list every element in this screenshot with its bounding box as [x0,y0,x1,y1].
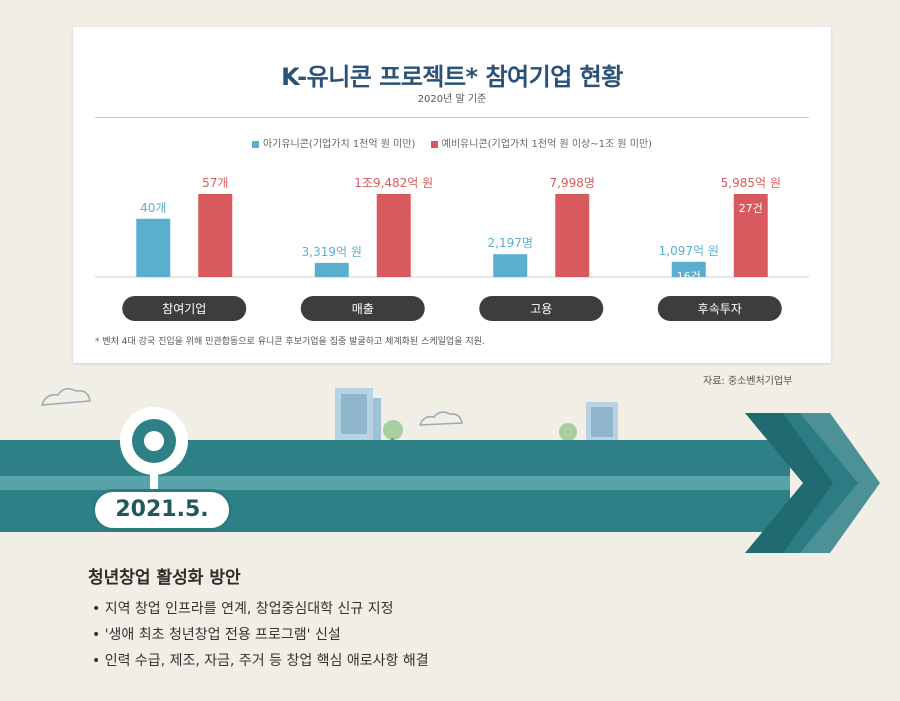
bar-inner-label: 27건 [739,202,763,215]
bullet-item: • '생애 최초 청년창업 전용 프로그램' 신설 [92,627,341,643]
category-pill [300,296,425,321]
tree-icon [559,423,577,441]
building-icon [586,402,618,442]
bullet-item: • 인력 수급, 제조, 자금, 주거 등 창업 핵심 애로사항 해결 [92,653,429,669]
bar-value-label: 5,985억 원 [721,176,781,190]
legend-label-baby: 아기유니콘(기업가치 1천억 원 미만) [262,139,416,150]
section-title: 청년창업 활성화 방안 [88,568,241,588]
arrow-icon [783,413,880,553]
footnote: * 벤처 4대 강국 진입을 위해 민관합동으로 유니콘 후보기업을 집중 발굴… [95,337,485,347]
bar-value-label: 2,197명 [488,236,533,250]
legend-item-baby: 아기유니콘(기업가치 1천억 원 미만) [251,139,416,150]
cloud-icon [418,411,463,426]
source-note: 자료: 중소벤처기업부 [703,376,793,387]
divider [95,117,809,118]
bar-value-label: 57개 [202,176,228,190]
timeline-date: 2021.5. [92,489,232,531]
legend: 아기유니콘(기업가치 1천억 원 미만) 예비유니콘(기업가치 1천억 원 이상… [73,135,831,150]
bar [136,218,171,277]
category-pill [657,296,782,321]
bar-value-label: 40개 [140,201,166,215]
category-label: 매출 [352,302,374,316]
bar-value-label: 7,998명 [550,176,595,190]
category-label: 후속투자 [698,302,742,316]
chart-title: K-유니콘 프로젝트* 참여기업 현황 [281,63,623,91]
bar-value-label: 1조9,482억 원 [354,176,433,190]
chart-subtitle: 2020년 말 기준 [417,94,487,105]
bar [198,194,233,277]
category-label: 고용 [530,302,552,316]
bar [314,262,349,277]
bar [671,261,706,277]
legend-item-pre: 예비유니콘(기업가치 1천억 원 이상~1조 원 미만) [430,139,653,150]
building-icon [335,388,381,440]
bar [376,194,411,277]
tree-icon [383,420,403,440]
chart-card: K-유니콘 프로젝트* 참여기업 현황 2020년 말 기준 아기유니콘(기업가… [73,27,831,363]
bar-value-label: 1,097억 원 [659,244,719,258]
bar [733,194,768,277]
category-pill [122,296,247,321]
bar [493,254,528,277]
cloud-icon [40,388,91,406]
bullet-list: • 지역 창업 인프라를 연계, 창업중심대학 신규 지정 • '생애 최초 청… [92,596,429,674]
category-pill [479,296,604,321]
bar-value-label: 3,319억 원 [302,245,362,259]
category-label: 참여기업 [162,302,206,316]
legend-label-pre: 예비유니콘(기업가치 1천억 원 이상~1조 원 미만) [441,139,653,150]
bar-inner-label: 16건 [677,270,701,283]
bullet-item: • 지역 창업 인프라를 연계, 창업중심대학 신규 지정 [92,601,394,617]
bar [555,194,590,277]
